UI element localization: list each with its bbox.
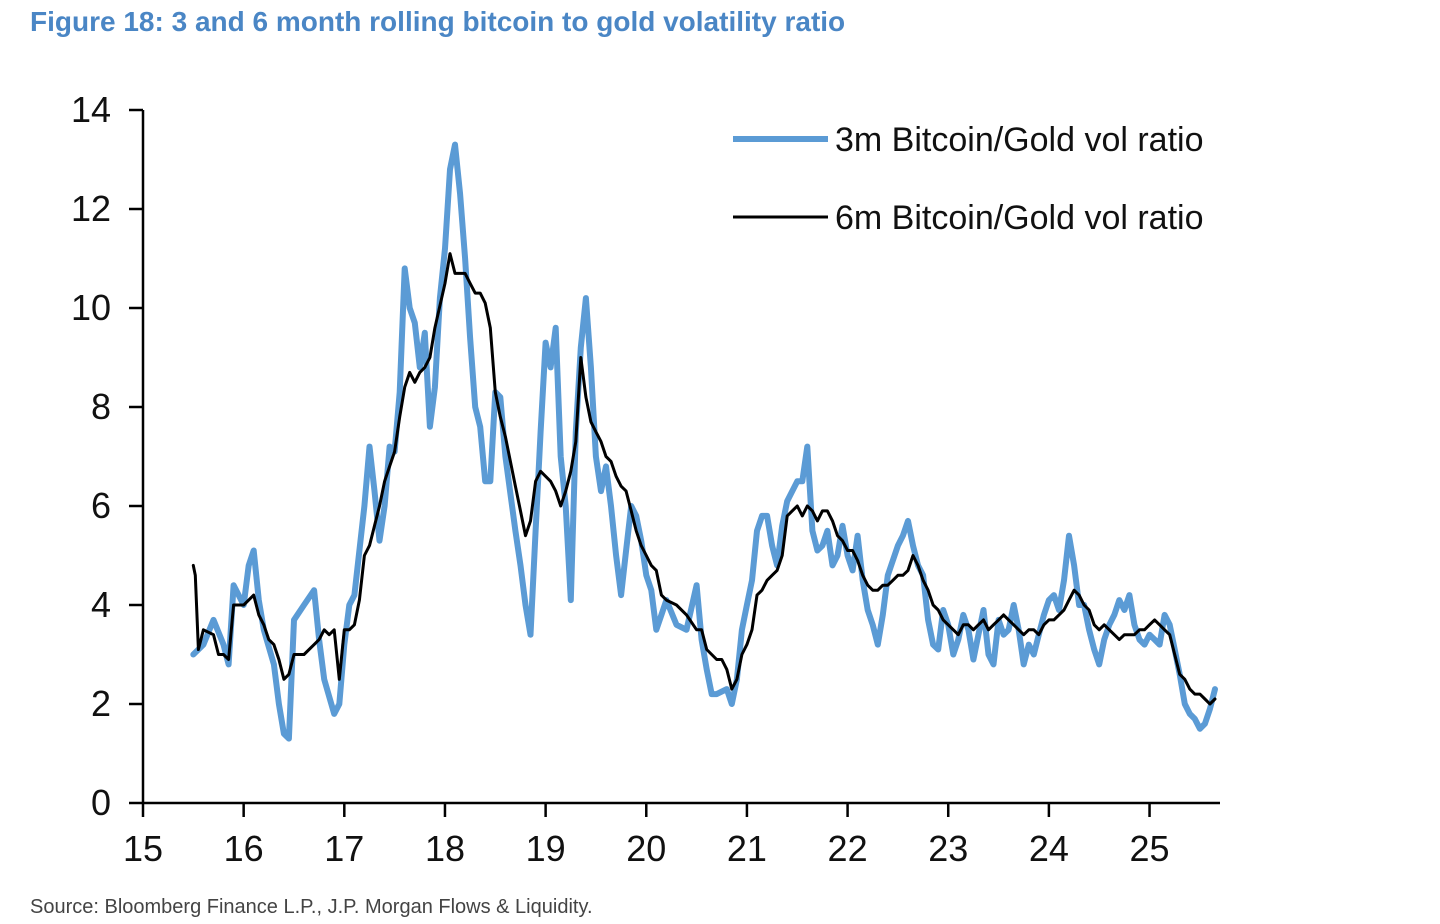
legend-label-3m: 3m Bitcoin/Gold vol ratio <box>835 121 1204 159</box>
x-tick-label: 20 <box>626 828 666 869</box>
y-tick-label: 10 <box>71 287 111 328</box>
x-tick-label: 15 <box>123 828 163 869</box>
x-tick-label: 16 <box>224 828 264 869</box>
chart-series <box>190 141 1218 742</box>
series-line-3m <box>190 141 1218 742</box>
y-tick-label: 2 <box>91 683 111 724</box>
y-tick-label: 8 <box>91 386 111 427</box>
x-tick-label: 21 <box>727 828 767 869</box>
x-tick-label: 18 <box>425 828 465 869</box>
y-tick-label: 12 <box>71 188 111 229</box>
x-tick-label: 25 <box>1130 828 1170 869</box>
figure-title: Figure 18: 3 and 6 month rolling bitcoin… <box>30 6 846 37</box>
y-tick-label: 6 <box>91 485 111 526</box>
legend-label-6m: 6m Bitcoin/Gold vol ratio <box>835 199 1204 237</box>
x-tick-label: 17 <box>324 828 364 869</box>
y-tick-label: 4 <box>91 584 111 625</box>
x-tick-label: 23 <box>928 828 968 869</box>
x-tick-label: 19 <box>526 828 566 869</box>
source-note: Source: Bloomberg Finance L.P., J.P. Mor… <box>30 896 593 918</box>
chart-legend: 3m Bitcoin/Gold vol ratio 6m Bitcoin/Gold… <box>733 121 1204 237</box>
y-tick-label: 14 <box>71 89 111 130</box>
x-tick-label: 24 <box>1029 828 1069 869</box>
y-tick-label: 0 <box>91 782 111 823</box>
series-line-6m <box>191 252 1217 706</box>
x-tick-label: 22 <box>828 828 868 869</box>
